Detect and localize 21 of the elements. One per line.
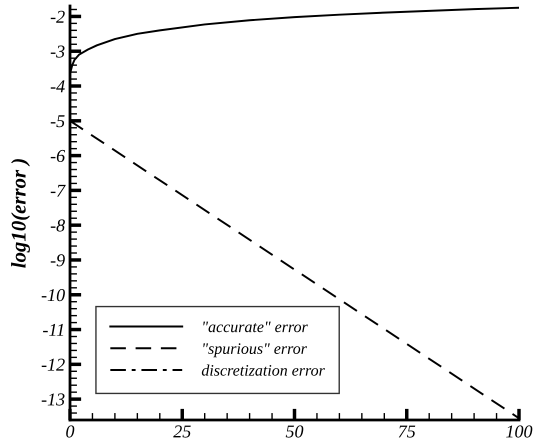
y-tick-label: -13 [42,393,65,406]
y-tick-label: -3 [50,46,65,58]
y-tick-label: -4 [50,80,65,92]
y-tick-label: -11 [43,324,64,336]
y-tick-label: -6 [50,150,66,162]
y-tick-label: -5 [50,115,65,128]
x-tick-label: 0 [66,425,74,438]
legend-label: "accurate" error [203,322,308,332]
y-axis-title: log10(error ) [11,159,30,268]
x-tick-label: 75 [398,426,416,438]
y-tick-label: -10 [42,289,65,302]
x-tick-label: 100 [506,425,532,438]
y-tick-label: -9 [50,254,65,266]
y-tick-label: -8 [50,219,65,232]
legend-label: discretization error [202,364,325,376]
y-tick-label: -7 [50,184,66,197]
x-tick-label: 25 [173,425,191,438]
y-tick-label: -12 [42,358,65,371]
x-tick-label: 50 [286,425,304,438]
legend-label: "spurious" error [203,343,307,358]
y-tick-label: -2 [50,10,65,23]
